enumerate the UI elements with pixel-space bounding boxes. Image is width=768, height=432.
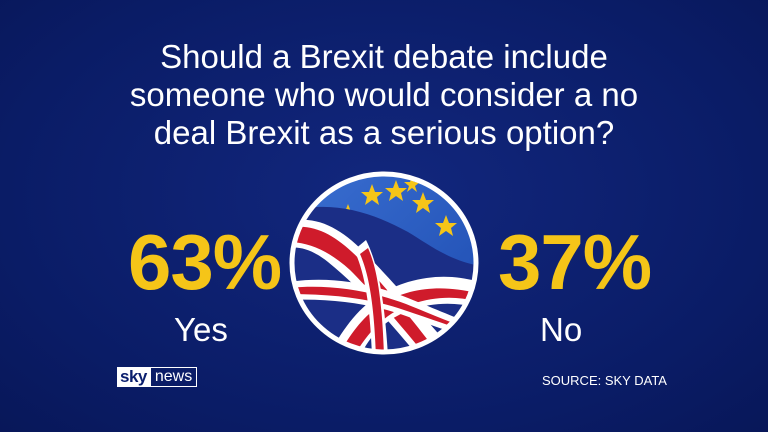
question-line: Should a Brexit debate include: [160, 38, 608, 75]
logo-news-text: news: [149, 367, 198, 387]
question-line: someone who would consider a no: [129, 76, 639, 113]
question-line: deal Brexit as a serious option?: [153, 114, 615, 151]
yes-percentage: 63%: [128, 218, 282, 306]
source-credit: SOURCE: SKY DATA: [542, 373, 667, 388]
eu-uk-flag-icon: [289, 171, 479, 355]
question-title: Should a Brexit debate include someone w…: [60, 38, 708, 152]
logo-sky-text: sky: [117, 367, 150, 387]
no-percentage: 37%: [498, 218, 652, 306]
sky-news-logo: sky news: [117, 367, 198, 387]
yes-label: Yes: [174, 311, 228, 348]
no-label: No: [540, 311, 583, 348]
